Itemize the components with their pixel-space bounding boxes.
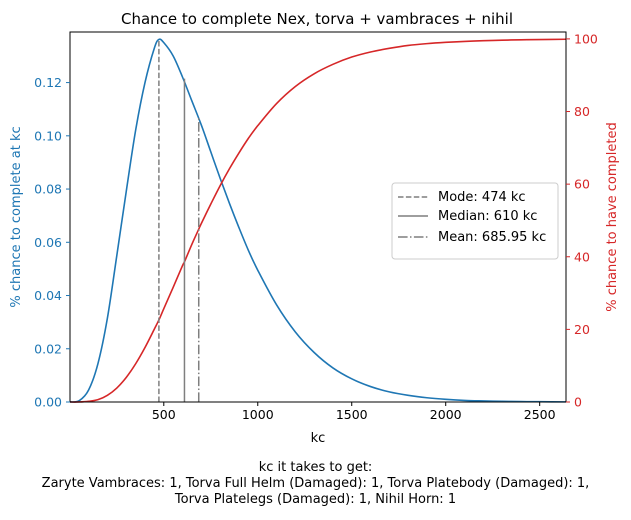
y-left-tick-label: 0.06: [34, 235, 62, 250]
x-tick-label: 1500: [336, 407, 368, 422]
y-left-tick-label: 0.00: [34, 395, 62, 410]
y-left-axis-label: % chance to complete at kc: [9, 126, 24, 307]
x-tick-label: 1000: [242, 407, 274, 422]
y-right-axis-label: % chance to have completed: [605, 122, 620, 312]
y-left-tick-label: 0.12: [34, 75, 62, 90]
footer-caption: kc it takes to get: Zaryte Vambraces: 1,…: [0, 460, 631, 508]
y-left-tick-label: 0.02: [34, 341, 62, 356]
legend: Mode: 474 kc Median: 610 kc Mean: 685.95…: [391, 182, 559, 260]
legend-label-median: Median: 610 kc: [438, 209, 537, 224]
x-axis-label: kc: [311, 431, 326, 446]
series-line-cumulative: [69, 38, 567, 403]
footer-line-3: Torva Platelegs (Damaged): 1, Nihil Horn…: [174, 492, 457, 507]
legend-label-mean: Mean: 685.95 kc: [438, 230, 546, 245]
x-tick-label: 2500: [524, 407, 556, 422]
y-left-tick-label: 0.04: [34, 288, 62, 303]
x-tick-label: 500: [152, 407, 176, 422]
curves: [69, 38, 567, 403]
y-left-axis-ticks: 0.00 0.02 0.04 0.06 0.08 0.10 0.12: [34, 75, 70, 410]
y-right-tick-label: 20: [574, 322, 590, 337]
x-axis-ticks: 500 1000 1500 2000 2500: [152, 402, 556, 422]
series-line-density: [69, 38, 567, 403]
y-left-tick-label: 0.10: [34, 128, 62, 143]
y-right-tick-label: 60: [574, 177, 590, 192]
y-right-tick-label: 40: [574, 249, 590, 264]
marker-lines: [158, 39, 200, 402]
plot-frame: [69, 31, 567, 403]
y-right-tick-label: 0: [574, 395, 582, 410]
footer-line-2: Zaryte Vambraces: 1, Torva Full Helm (Da…: [41, 476, 590, 491]
y-right-tick-label: 100: [574, 31, 598, 46]
footer-line-1: kc it takes to get:: [258, 460, 373, 475]
chart: Chance to complete Nex, torva + vambrace…: [9, 10, 620, 446]
x-tick-label: 2000: [430, 407, 462, 422]
legend-box: [391, 182, 559, 260]
chart-title: Chance to complete Nex, torva + vambrace…: [121, 10, 513, 28]
y-right-tick-label: 80: [574, 104, 590, 119]
y-left-tick-label: 0.08: [34, 182, 62, 197]
y-right-axis-ticks: 0 20 40 60 80 100: [566, 31, 598, 410]
legend-label-mode: Mode: 474 kc: [438, 190, 526, 205]
